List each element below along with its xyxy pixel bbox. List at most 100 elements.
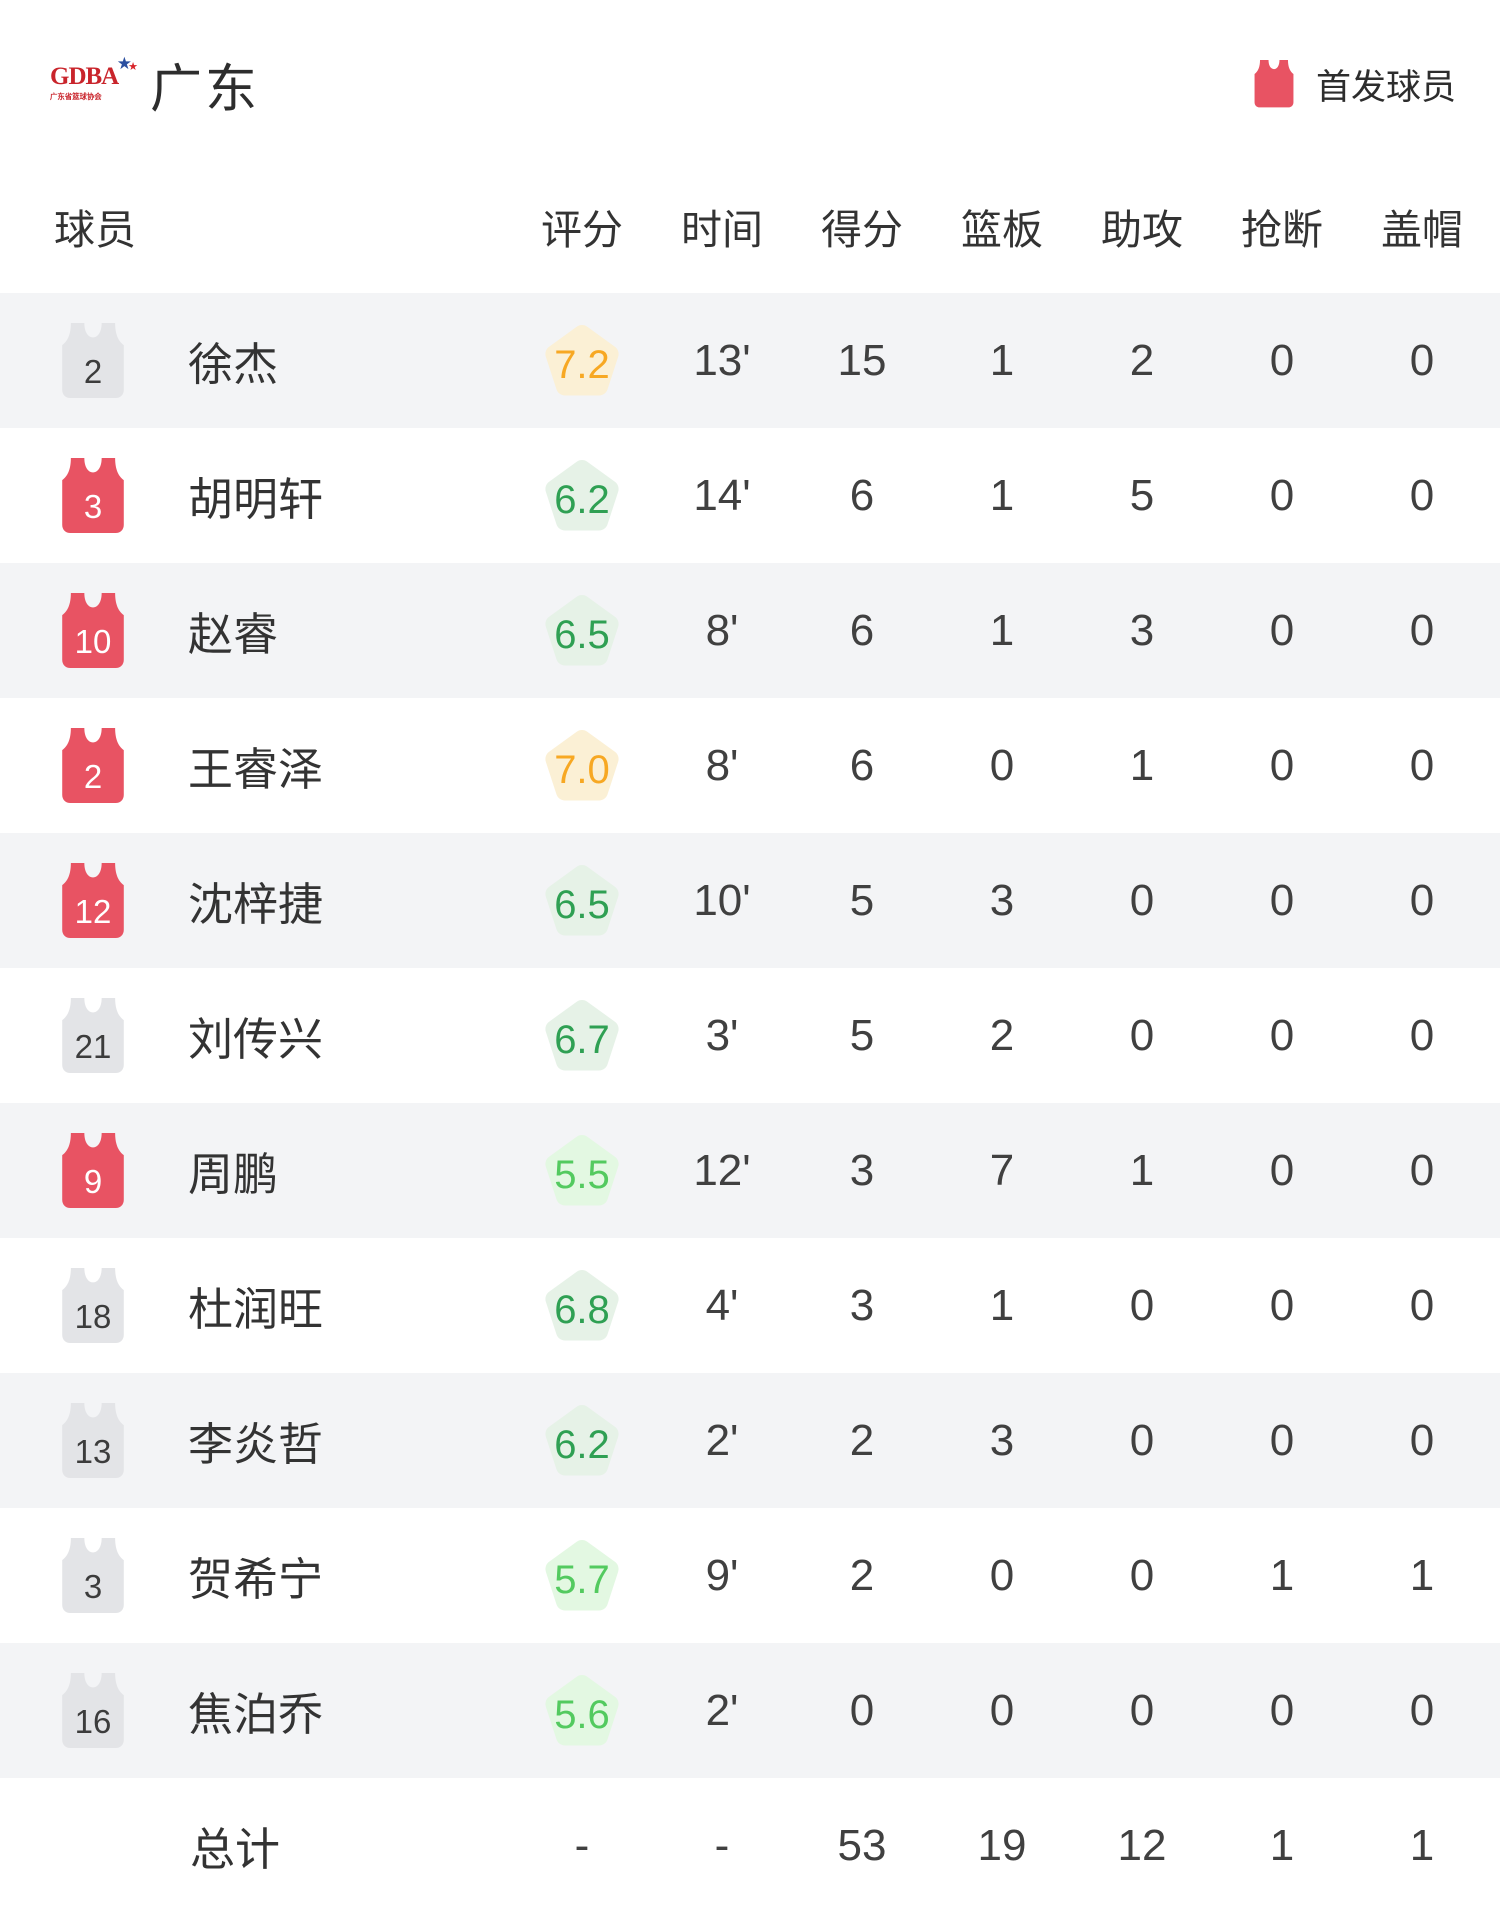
table-row[interactable]: 12 沈梓捷 6.5 10' 5 3 0 0 0: [0, 833, 1500, 968]
stat-steals: 1: [1269, 1550, 1295, 1600]
stat-points: 2: [849, 1415, 875, 1465]
stat-time: 2': [705, 1685, 739, 1735]
column-header-points: 得分: [821, 207, 903, 253]
rating-badge: 7.0: [545, 729, 619, 800]
stat-points: 5: [849, 875, 875, 925]
total-rebounds: 19: [977, 1820, 1027, 1870]
column-header-assists: 助攻: [1101, 207, 1183, 253]
jersey-number: 18: [74, 1297, 112, 1335]
rating-badge: 6.2: [545, 459, 619, 530]
table-row[interactable]: 2 王睿泽 7.0 8' 6 0 1 0 0: [0, 698, 1500, 833]
stat-blocks: 0: [1409, 740, 1435, 790]
stat-steals: 0: [1269, 1010, 1295, 1060]
stat-blocks: 0: [1409, 1010, 1435, 1060]
rating-badge: 6.7: [545, 999, 619, 1070]
svg-text:5.5: 5.5: [554, 1153, 610, 1197]
player-cell: 18 杜润旺: [0, 1267, 512, 1344]
column-header-time: 时间: [681, 207, 763, 253]
stat-points: 6: [849, 605, 875, 655]
jersey-icon: 12: [58, 862, 128, 939]
player-cell: 13 李炎哲: [0, 1402, 512, 1479]
jersey-icon: 2: [58, 727, 128, 804]
stat-assists: 1: [1129, 1145, 1155, 1195]
rating-cell: 6.5: [512, 859, 652, 943]
jersey-number: 3: [83, 1567, 103, 1605]
stat-rebounds: 0: [989, 1685, 1015, 1735]
rating-badge: 6.8: [545, 1269, 619, 1340]
jersey-number: 9: [83, 1162, 103, 1200]
column-header-player: 球员: [54, 207, 136, 253]
rating-cell: 6.2: [512, 454, 652, 538]
jersey-number: 13: [74, 1432, 112, 1470]
column-header-rating: 评分: [541, 207, 623, 253]
starter-legend: 首发球员: [1252, 59, 1456, 110]
table-row[interactable]: 13 李炎哲 6.2 2' 2 3 0 0 0: [0, 1373, 1500, 1508]
jersey-icon: 2: [58, 322, 128, 399]
player-cell: 9 周鹏: [0, 1132, 512, 1209]
player-name: 刘传兴: [188, 1014, 324, 1065]
jersey-number: 12: [74, 892, 112, 930]
stat-steals: 0: [1269, 1145, 1295, 1195]
jersey-number: 10: [74, 622, 112, 660]
stat-points: 2: [849, 1550, 875, 1600]
stat-points: 3: [849, 1145, 875, 1195]
stat-assists: 0: [1129, 1415, 1155, 1465]
table-row[interactable]: 10 赵睿 6.5 8' 6 1 3 0 0: [0, 563, 1500, 698]
stat-assists: 1: [1129, 740, 1155, 790]
stat-rebounds: 1: [989, 1280, 1015, 1330]
rating-cell: 6.7: [512, 994, 652, 1078]
stat-time: 9': [705, 1550, 739, 1600]
rating-cell: 5.6: [512, 1669, 652, 1753]
stat-steals: 0: [1269, 605, 1295, 655]
stat-assists: 0: [1129, 1280, 1155, 1330]
table-row[interactable]: 2 徐杰 7.2 13' 15 1 2 0 0: [0, 293, 1500, 428]
stat-time: 8': [705, 605, 739, 655]
stat-steals: 0: [1269, 875, 1295, 925]
stat-steals: 0: [1269, 470, 1295, 520]
stat-assists: 5: [1129, 470, 1155, 520]
stat-time: 13': [693, 335, 751, 385]
table-row[interactable]: 18 杜润旺 6.8 4' 3 1 0 0 0: [0, 1238, 1500, 1373]
table-row[interactable]: 3 胡明轩 6.2 14' 6 1 5 0 0: [0, 428, 1500, 563]
topbar: GDBA ★ ★ 广东省篮球协会 广东 首发球员: [0, 0, 1500, 119]
table-row[interactable]: 3 贺希宁 5.7 9' 2 0 0 1 1: [0, 1508, 1500, 1643]
stat-time: 4': [705, 1280, 739, 1330]
page-title: 广东: [150, 60, 261, 119]
svg-text:6.7: 6.7: [554, 1018, 610, 1062]
svg-text:6.8: 6.8: [554, 1288, 610, 1332]
stat-steals: 0: [1269, 740, 1295, 790]
stat-rebounds: 2: [989, 1010, 1015, 1060]
player-table: 2 徐杰 7.2 13' 15 1 2 0 0 3 胡明轩: [0, 293, 1500, 1778]
stat-steals: 0: [1269, 1280, 1295, 1330]
stat-rebounds: 3: [989, 1415, 1015, 1465]
stat-points: 3: [849, 1280, 875, 1330]
table-header-row: 球员 评分 时间 得分 篮板 助攻 抢断 盖帽: [0, 196, 1500, 256]
logo-star-icon-small: ★: [128, 61, 138, 73]
player-cell: 10 赵睿: [0, 592, 512, 669]
table-row[interactable]: 16 焦泊乔 5.6 2' 0 0 0 0 0: [0, 1643, 1500, 1778]
svg-text:7.0: 7.0: [554, 748, 610, 792]
table-row[interactable]: 21 刘传兴 6.7 3' 5 2 0 0 0: [0, 968, 1500, 1103]
rating-cell: 6.8: [512, 1264, 652, 1348]
stat-blocks: 0: [1409, 1145, 1435, 1195]
stat-steals: 0: [1269, 1685, 1295, 1735]
table-row[interactable]: 9 周鹏 5.5 12' 3 7 1 0 0: [0, 1103, 1500, 1238]
player-cell: 2 徐杰: [0, 322, 512, 399]
stat-time: 2': [705, 1415, 739, 1465]
logo-star-icon: ★: [116, 54, 132, 73]
rating-cell: 6.2: [512, 1399, 652, 1483]
team-logo: GDBA ★ ★ 广东省篮球协会: [50, 54, 138, 104]
stat-time: 14': [693, 470, 751, 520]
jersey-icon: 16: [58, 1672, 128, 1749]
stat-blocks: 0: [1409, 1415, 1435, 1465]
stat-assists: 0: [1129, 875, 1155, 925]
svg-text:5.6: 5.6: [554, 1693, 610, 1737]
total-label: 总计: [190, 1824, 281, 1875]
stat-steals: 0: [1269, 1415, 1295, 1465]
stat-time: 10': [693, 875, 751, 925]
svg-text:5.7: 5.7: [554, 1558, 610, 1602]
starter-legend-label: 首发球员: [1315, 67, 1456, 107]
jersey-icon: 3: [58, 1537, 128, 1614]
svg-text:6.2: 6.2: [554, 1423, 610, 1467]
stat-rebounds: 0: [989, 740, 1015, 790]
